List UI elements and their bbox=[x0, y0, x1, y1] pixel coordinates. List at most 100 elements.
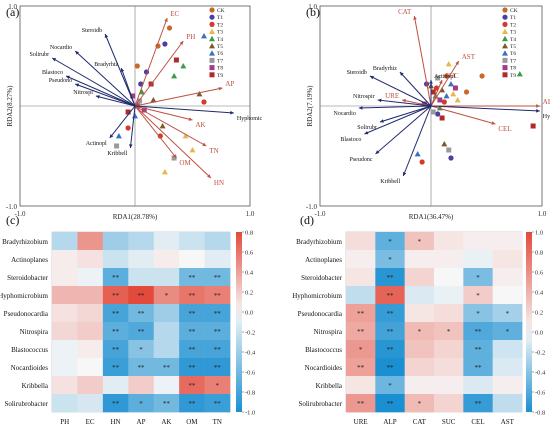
heatmap-cell bbox=[346, 268, 376, 287]
biplot-panel-a: (a) -1.0 1.0 1.0 -1.0 RDA1(28.78%) RDA2(8.27%)… bbox=[6, 3, 263, 221]
taxa-arrow bbox=[358, 105, 432, 109]
heatmap-cell bbox=[102, 304, 129, 323]
heatmap-cell bbox=[434, 340, 464, 359]
sample-point bbox=[201, 99, 207, 105]
significance-mark: ** bbox=[163, 364, 171, 372]
env-arrow bbox=[134, 87, 223, 107]
env-arrow bbox=[430, 79, 443, 107]
heatmap-cell bbox=[128, 268, 155, 287]
legend-label: T2 bbox=[217, 22, 223, 28]
sample-point bbox=[435, 75, 441, 81]
taxa-arrowhead bbox=[369, 75, 374, 80]
column-label: AP bbox=[137, 418, 146, 426]
column-label: AK bbox=[161, 418, 171, 426]
significance-mark: ** bbox=[214, 364, 222, 372]
taxa-arrowhead bbox=[104, 34, 109, 38]
y-axis-title: RDA2(8.27%) bbox=[6, 85, 14, 127]
sample-point bbox=[479, 73, 485, 79]
heatmap-cell bbox=[375, 340, 405, 359]
row-label: Pseudonocardia bbox=[298, 310, 343, 318]
heatmap-cell bbox=[204, 376, 231, 395]
heatmap-cell bbox=[463, 232, 493, 251]
legend-marker bbox=[209, 65, 215, 71]
env-arrowhead bbox=[188, 117, 193, 121]
significance-mark: ** bbox=[188, 400, 196, 408]
column-label: CAT bbox=[413, 418, 427, 426]
heatmap-cell bbox=[463, 376, 493, 395]
env-arrowhead bbox=[491, 121, 496, 125]
x-tick-label: -1.0 bbox=[14, 210, 26, 218]
y-axis-title: RDA2(7.19%) bbox=[306, 85, 314, 127]
sample-point bbox=[138, 89, 145, 95]
row-label: Steroidobacter bbox=[7, 274, 48, 282]
colorbar-tick-label: 0.6 bbox=[535, 270, 544, 277]
heatmap-cell bbox=[128, 340, 155, 359]
heatmap-cell bbox=[153, 322, 180, 341]
legend-label: T5 bbox=[217, 44, 223, 50]
colorbar-tick-label: -0.6 bbox=[245, 370, 256, 377]
legend-label: T6 bbox=[510, 51, 516, 57]
taxa-arrow bbox=[375, 105, 432, 155]
taxa-vector-label: Steroidb bbox=[347, 70, 367, 76]
env-arrow bbox=[134, 40, 184, 107]
sample-point bbox=[446, 147, 452, 153]
colorbar-tick-label: -1.0 bbox=[245, 410, 255, 417]
heatmap-cell bbox=[463, 286, 493, 305]
env-vector-label: URE bbox=[385, 92, 399, 100]
row-label: Nocardioides bbox=[11, 364, 49, 372]
significance-mark: * bbox=[506, 328, 510, 336]
legend-label: T1 bbox=[217, 15, 223, 21]
significance-mark: ** bbox=[112, 346, 120, 354]
sample-point bbox=[173, 57, 179, 63]
heatmap-cell bbox=[375, 304, 405, 323]
heatmap-cell bbox=[463, 322, 493, 341]
heatmap-cell bbox=[128, 232, 155, 251]
heatmap-cell bbox=[434, 304, 464, 323]
heatmap-cell bbox=[77, 358, 104, 377]
heatmap-cell bbox=[77, 394, 104, 413]
legend-label: T6 bbox=[217, 51, 223, 57]
heatmap-cell bbox=[346, 340, 376, 359]
taxa-vector-label: Bradyrhiz bbox=[373, 66, 397, 72]
significance-mark: ** bbox=[138, 328, 146, 336]
x-axis-title: RDA1(36.47%) bbox=[409, 213, 454, 221]
x-tick-label: 1.0 bbox=[246, 210, 255, 218]
sample-point bbox=[463, 89, 470, 95]
taxa-arrow bbox=[95, 95, 136, 107]
significance-mark: ** bbox=[112, 328, 120, 336]
legend-label: T5 bbox=[510, 44, 516, 50]
significance-mark: ** bbox=[188, 328, 196, 336]
panel-tag: (b) bbox=[306, 5, 320, 19]
env-arrowhead bbox=[455, 61, 459, 65]
taxa-arrow bbox=[364, 105, 432, 135]
sample-point bbox=[516, 71, 523, 77]
env-arrow bbox=[134, 105, 212, 179]
row-label: Pseudonocardia bbox=[4, 310, 49, 318]
sample-point bbox=[435, 111, 441, 117]
row-label: Kribbella bbox=[316, 382, 343, 390]
legend-marker bbox=[209, 14, 215, 20]
significance-mark: ** bbox=[387, 364, 395, 372]
column-label: PH bbox=[60, 418, 69, 426]
heatmap-cell bbox=[346, 304, 376, 323]
column-label: EC bbox=[86, 418, 95, 426]
colorbar-tick-label: 0.2 bbox=[245, 290, 253, 297]
sample-point bbox=[161, 169, 168, 175]
heatmap-cell bbox=[204, 304, 231, 323]
heatmap-cell bbox=[434, 286, 464, 305]
significance-mark: ** bbox=[112, 364, 120, 372]
taxa-arrowhead bbox=[399, 72, 404, 76]
significance-mark: ** bbox=[387, 274, 395, 282]
sample-point bbox=[137, 98, 143, 104]
heatmap-cell bbox=[102, 394, 129, 413]
legend-label: T4 bbox=[510, 37, 516, 43]
column-label: URE bbox=[354, 418, 368, 426]
biplot-panel-b: (b) -1.0 1.0 1.0 -1.0 RDA1(36.47%) RDA2(7.19%)… bbox=[306, 3, 550, 221]
heatmap-cell bbox=[77, 322, 104, 341]
heatmap-cell bbox=[375, 286, 405, 305]
significance-mark: * bbox=[418, 400, 422, 408]
heatmap-cell bbox=[434, 394, 464, 413]
env-arrowhead bbox=[202, 142, 207, 146]
taxa-arrowhead bbox=[364, 130, 369, 135]
